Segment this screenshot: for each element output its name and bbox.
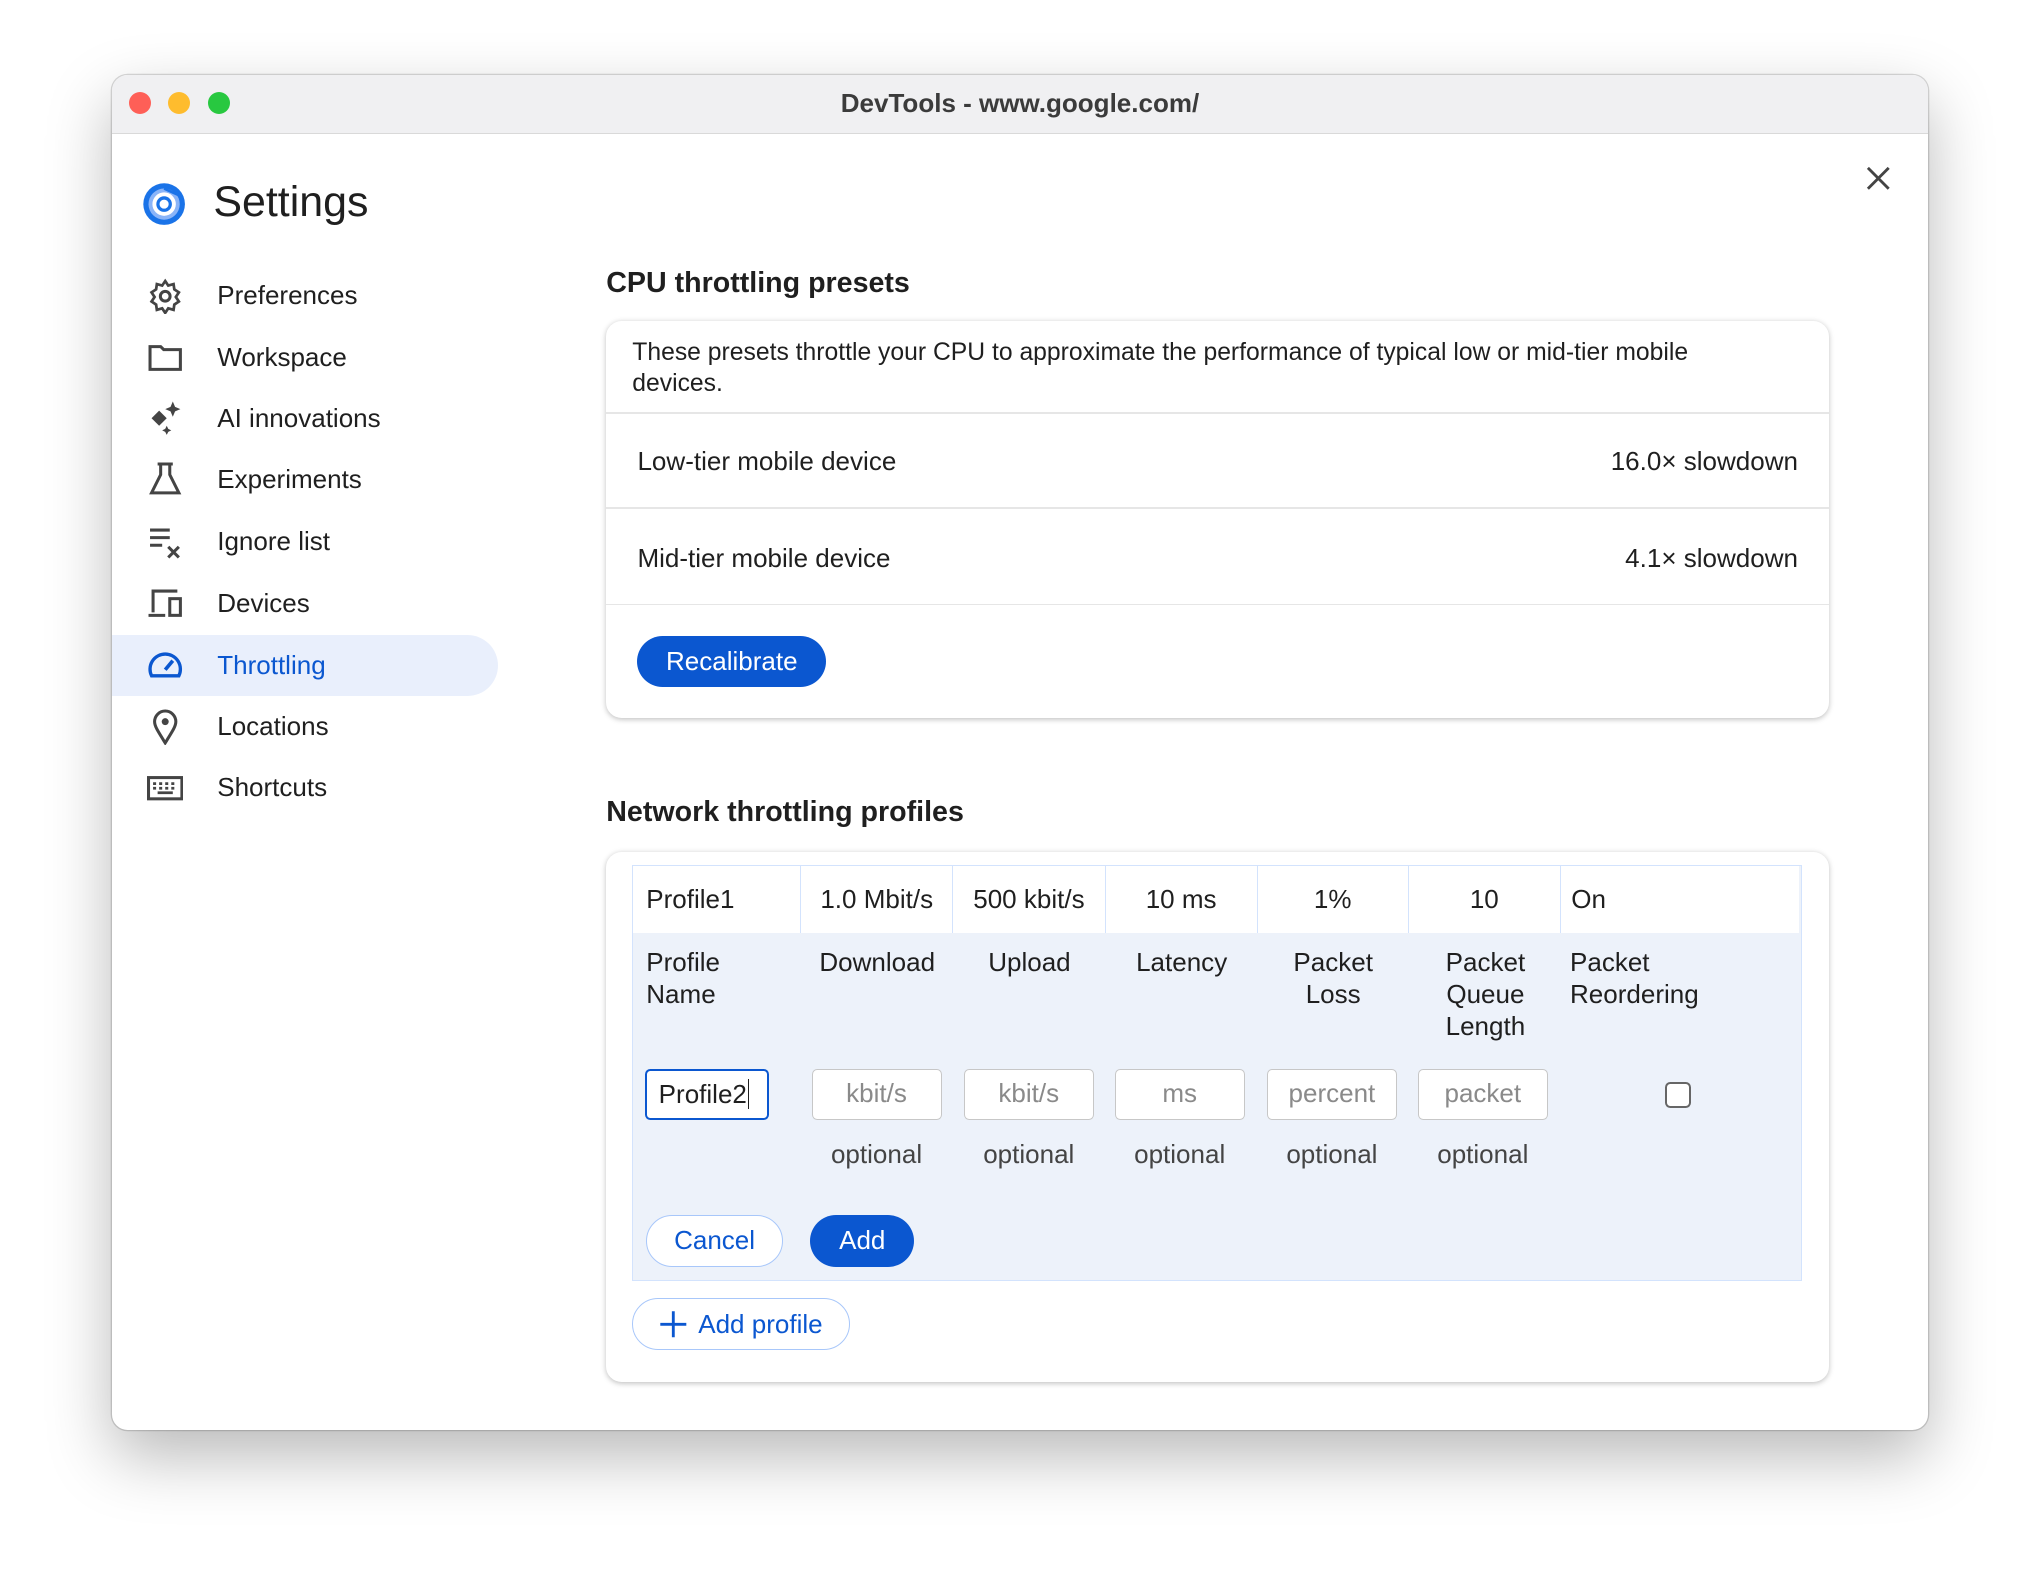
recalibrate-button[interactable]: Recalibrate xyxy=(637,636,827,687)
profile-row[interactable]: Profile1 1.0 Mbit/s 500 kbit/s 10 ms 1% … xyxy=(633,866,1799,933)
sidebar-item-locations[interactable]: Locations xyxy=(112,696,498,757)
header-reordering: Packet Reordering xyxy=(1570,946,1699,1009)
title-bar: DevTools - www.google.com/ xyxy=(111,75,1929,134)
download-cell: 1.0 Mbit/s xyxy=(801,866,954,933)
close-window-button[interactable] xyxy=(128,92,151,115)
packet-loss-cell: 1% xyxy=(1258,866,1409,933)
sidebar-item-label: Shortcuts xyxy=(217,772,328,803)
profiles-table: Profile1 1.0 Mbit/s 500 kbit/s 10 ms 1% … xyxy=(632,865,1802,1282)
upload-cell: 500 kbit/s xyxy=(953,866,1106,933)
header-packet-loss: Packet Loss xyxy=(1293,946,1373,1009)
sidebar-item-throttling[interactable]: Throttling xyxy=(111,634,499,697)
header-download: Download xyxy=(819,946,936,977)
add-profile-label: Add profile xyxy=(698,1308,823,1339)
optional-label: optional xyxy=(983,1139,1075,1170)
sidebar-item-ai-innovations[interactable]: AI innovations xyxy=(112,388,498,449)
sparkle-icon xyxy=(151,401,181,435)
flask-icon xyxy=(149,462,182,495)
sidebar-item-preferences[interactable]: Preferences xyxy=(112,265,498,326)
latency-input[interactable]: ms xyxy=(1114,1069,1245,1120)
add-button[interactable]: Add xyxy=(810,1214,915,1267)
profile-name-cell: Profile1 xyxy=(633,866,802,933)
sidebar-item-shortcuts[interactable]: Shortcuts xyxy=(112,757,498,818)
reordering-cell: On xyxy=(1571,883,1607,914)
optional-label: optional xyxy=(1437,1139,1529,1170)
sidebar-item-workspace[interactable]: Workspace xyxy=(112,327,498,388)
sidebar-item-label: Workspace xyxy=(217,341,347,372)
divider xyxy=(606,603,1830,605)
window-title: DevTools - www.google.com/ xyxy=(840,88,1200,119)
sidebar-item-devices[interactable]: Devices xyxy=(112,572,498,633)
preset-value: 4.1× slowdown xyxy=(1625,542,1798,573)
text-cursor xyxy=(748,1079,750,1110)
speedometer-icon xyxy=(148,652,183,678)
optional-label: optional xyxy=(1134,1139,1226,1170)
upload-input[interactable]: kbit/s xyxy=(963,1069,1094,1120)
cpu-preset-row: Low-tier mobile device 16.0× slowdown xyxy=(606,412,1829,507)
cpu-presets-card: These presets throttle your CPU to appro… xyxy=(606,321,1830,719)
sidebar-item-label: Experiments xyxy=(217,463,362,494)
add-profile-button[interactable]: Add profile xyxy=(632,1298,850,1351)
plus-icon xyxy=(660,1311,687,1338)
preset-name: Low-tier mobile device xyxy=(637,446,897,477)
network-throttling-heading: Network throttling profiles xyxy=(606,796,964,829)
sidebar-item-label: Locations xyxy=(217,711,329,742)
header-latency: Latency xyxy=(1136,946,1228,977)
devtools-window: DevTools - www.google.com/ Settings Pref… xyxy=(111,75,1929,1430)
preset-name: Mid-tier mobile device xyxy=(637,542,891,573)
close-icon[interactable] xyxy=(1864,164,1893,193)
sidebar-item-label: Devices xyxy=(217,587,310,618)
header-upload: Upload xyxy=(988,946,1071,977)
sidebar-item-label: Ignore list xyxy=(217,526,331,557)
zoom-window-button[interactable] xyxy=(208,92,231,115)
ignore-list-icon xyxy=(150,528,180,559)
profile-name-input[interactable]: Profile2 xyxy=(644,1069,769,1120)
folder-icon xyxy=(148,344,182,371)
sidebar-item-ignore-list[interactable]: Ignore list xyxy=(112,511,498,572)
gear-icon xyxy=(149,278,181,315)
latency-cell: 10 ms xyxy=(1106,866,1258,933)
queue-length-cell: 10 xyxy=(1409,866,1561,933)
network-profiles-card: Profile1 1.0 Mbit/s 500 kbit/s 10 ms 1% … xyxy=(606,852,1830,1382)
divider xyxy=(606,412,1830,414)
queue-length-input[interactable]: packet xyxy=(1417,1069,1548,1120)
divider xyxy=(606,507,1830,509)
sidebar-item-label: AI innovations xyxy=(217,402,381,433)
devices-icon xyxy=(148,589,182,617)
minimize-window-button[interactable] xyxy=(167,92,190,115)
devtools-logo-icon xyxy=(143,183,185,226)
cpu-description: These presets throttle your CPU to appro… xyxy=(632,338,1689,398)
header-profile-name: Profile Name xyxy=(646,946,721,1009)
preset-value: 16.0× slowdown xyxy=(1610,446,1798,477)
keyboard-icon xyxy=(147,775,184,800)
optional-label: optional xyxy=(1286,1139,1378,1170)
cpu-throttling-heading: CPU throttling presets xyxy=(606,266,910,299)
download-input[interactable]: kbit/s xyxy=(811,1069,942,1120)
cpu-preset-row: Mid-tier mobile device 4.1× slowdown xyxy=(606,507,1829,603)
optional-label: optional xyxy=(830,1139,923,1170)
header-queue-length: Packet Queue Length xyxy=(1445,946,1526,1041)
sidebar-item-label: Throttling xyxy=(217,649,326,680)
cancel-button[interactable]: Cancel xyxy=(646,1214,783,1267)
packet-loss-input[interactable]: percent xyxy=(1266,1069,1397,1120)
settings-title: Settings xyxy=(213,178,369,227)
location-pin-icon xyxy=(153,709,178,745)
sidebar-item-label: Preferences xyxy=(217,280,358,311)
sidebar-item-experiments[interactable]: Experiments xyxy=(112,449,498,510)
packet-reordering-checkbox[interactable] xyxy=(1664,1082,1691,1109)
